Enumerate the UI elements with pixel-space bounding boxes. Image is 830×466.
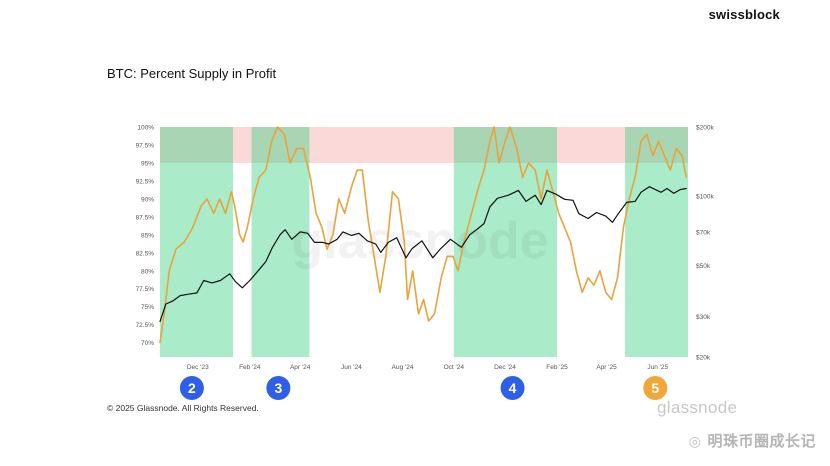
marker-label: 5: [651, 380, 659, 396]
marker-label: 3: [274, 380, 282, 396]
y-left-tick-label: 82.5%: [136, 250, 155, 257]
x-tick-label: Aug '24: [392, 364, 414, 371]
zone-layer: [160, 127, 688, 357]
y-left-tick-label: 95%: [141, 160, 154, 167]
copyright-text: © 2025 Glassnode. All Rights Reserved.: [107, 403, 259, 413]
x-tick-label: Feb '25: [546, 364, 568, 371]
green-zone: [160, 127, 234, 357]
x-tick-label: Oct '24: [444, 364, 465, 371]
x-tick-label: Jun '24: [341, 364, 362, 371]
y-right-tick-label: $200k: [696, 125, 714, 132]
wechat-caption: ◎ 明珠币圈成长记: [689, 430, 816, 451]
y-right-tick-label: $100k: [696, 194, 714, 201]
x-tick-label: Dec '23: [187, 364, 209, 371]
y-left-tick-label: 80%: [141, 268, 154, 275]
x-tick-label: Dec '24: [494, 364, 516, 371]
green-zone: [251, 127, 310, 357]
x-axis: Dec '23 Feb '24 Apr '24 Jun '24 Aug '24 Oct '…: [187, 364, 669, 371]
marker-circle: [500, 376, 525, 400]
marker-circle: [643, 376, 668, 400]
btc-price-line: [159, 186, 687, 323]
y-left-tick-label: 85%: [141, 232, 154, 239]
y-left-tick-label: 75%: [141, 304, 154, 311]
x-tick-label: Feb '24: [239, 364, 261, 371]
glassnode-logo: glassnode: [657, 398, 738, 417]
series-layer: [159, 126, 688, 344]
x-tick-label: Apr '25: [596, 364, 617, 371]
supply-in-profit-line: [159, 126, 688, 344]
y-left-tick-label: 70%: [141, 340, 154, 347]
wechat-icon: ◎: [688, 433, 702, 449]
y-left-tick-label: 87.5%: [136, 214, 155, 221]
x-tick-label: Apr '24: [290, 364, 311, 371]
marker-layer: 2 3 4 5: [179, 376, 668, 400]
red-band: [160, 127, 688, 163]
y-left-tick-label: 92.5%: [136, 178, 155, 185]
green-zone: [453, 127, 558, 357]
y-right-tick-label: $70k: [696, 229, 711, 236]
y-axis-right: $20k $30k $50k $70k $100k $200k: [696, 125, 714, 362]
x-tick-label: Jun '25: [647, 364, 668, 371]
y-left-tick-label: 77.5%: [136, 286, 155, 293]
marker-label: 4: [509, 380, 517, 396]
marker-label: 2: [188, 380, 196, 396]
y-right-tick-label: $50k: [696, 263, 711, 270]
y-left-tick-label: 90%: [141, 196, 154, 203]
y-axis-left: 70% 72.5% 75% 77.5% 80% 82.5% 85% 87.5% 90% 92.5%…: [136, 125, 155, 348]
y-left-tick-label: 97.5%: [136, 142, 155, 149]
chart-title: BTC: Percent Supply in Profit: [107, 66, 277, 81]
y-right-tick-label: $30k: [696, 314, 711, 321]
marker-circle: [179, 376, 204, 400]
y-left-tick-label: 100%: [137, 125, 154, 132]
y-right-tick-label: $20k: [696, 355, 711, 362]
y-left-tick-label: 72.5%: [136, 322, 155, 329]
wechat-caption-text: 明珠币圈成长记: [707, 433, 816, 450]
green-zone: [625, 127, 688, 357]
marker-circle: [266, 376, 291, 400]
swissblock-logo: swissblock: [708, 7, 780, 22]
